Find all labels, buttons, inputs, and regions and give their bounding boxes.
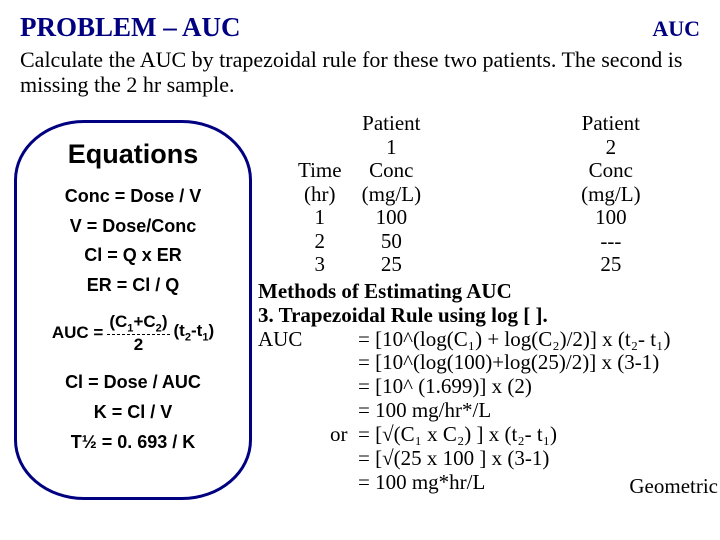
- cell-t: 1: [288, 206, 352, 230]
- p2-head-c: Conc: [571, 159, 650, 183]
- rule-line: 3. Trapezoidal Rule using log [ ].: [258, 304, 718, 328]
- eq-line: K = Cl / V: [23, 402, 243, 423]
- p2-head-a: Patient: [571, 112, 650, 136]
- table-row: 1 100 100: [288, 206, 651, 230]
- auc-suf-b: -t: [191, 321, 202, 340]
- w-eq: = [√(25 x 100 ] x (3-1): [358, 447, 549, 471]
- w-eq: = [10^(log(100)+log(25)/2)] x (3-1): [358, 351, 659, 375]
- time-head-a: Time: [288, 159, 352, 183]
- auc-suf-c: ): [208, 321, 214, 340]
- p1-head-d: (mg/L): [352, 183, 431, 207]
- cell-c2: 25: [571, 253, 650, 277]
- table-row: 2 50 ---: [288, 230, 651, 254]
- auc-num-b: +C: [133, 312, 155, 331]
- eq-line: Conc = Dose / V: [23, 186, 243, 207]
- eq-line: V = Dose/Conc: [23, 216, 243, 237]
- cell-c2: ---: [571, 230, 650, 254]
- data-table: Patient Patient 1 2 Time Conc Conc (hr) …: [288, 112, 651, 277]
- worked-lines: AUC = [10^(log(C₁) + log(C₂)/2)] x (t₂- t…: [258, 328, 718, 496]
- auc-den: 2: [134, 335, 143, 353]
- eq-line: Cl = Dose / AUC: [23, 372, 243, 393]
- p2-head-d: (mg/L): [571, 183, 650, 207]
- methods-heading: Methods of Estimating AUC: [258, 279, 718, 304]
- p2-head-b: 2: [571, 136, 650, 160]
- cell-c1: 100: [352, 206, 431, 230]
- eq-line: Cl = Q x ER: [23, 245, 243, 266]
- w-eq: = [10^(log(C₁) + log(C₂)/2)] x (t₂- t₁): [358, 328, 670, 352]
- w-lhs: AUC: [258, 328, 330, 352]
- table-row: 3 25 25: [288, 253, 651, 277]
- p1-head-a: Patient: [352, 112, 431, 136]
- w-eq: = 100 mg*hr/L: [358, 471, 485, 495]
- auc-num-c: ): [162, 312, 168, 331]
- cell-t: 3: [288, 253, 352, 277]
- eq-line: T½ = 0. 693 / K: [23, 432, 243, 453]
- equations-title: Equations: [23, 139, 243, 170]
- corner-label: AUC: [652, 16, 700, 42]
- auc-suf-a: (t: [174, 321, 185, 340]
- content-right: Patient Patient 1 2 Time Conc Conc (hr) …: [258, 112, 718, 495]
- p1-head-c: Conc: [352, 159, 431, 183]
- geometric-label: Geometric: [629, 475, 718, 499]
- auc-prefix: AUC =: [52, 323, 103, 343]
- eq-line: ER = Cl / Q: [23, 275, 243, 296]
- eq-auc: AUC = (C1+C2) 2 (t2-t1): [52, 313, 214, 353]
- slide-title: PROBLEM – AUC: [20, 12, 241, 43]
- auc-num-a: (C: [109, 312, 127, 331]
- w-eq: = 100 mg/hr*/L: [358, 399, 491, 423]
- cell-c1: 25: [352, 253, 431, 277]
- problem-prompt: Calculate the AUC by trapezoidal rule fo…: [20, 47, 700, 98]
- equations-panel: Equations Conc = Dose / V V = Dose/Conc …: [14, 120, 252, 500]
- p1-head-b: 1: [352, 136, 431, 160]
- w-or: or: [330, 423, 358, 447]
- cell-t: 2: [288, 230, 352, 254]
- w-eq: = [√(C₁ x C₂) ] x (t₂- t₁): [358, 423, 557, 447]
- cell-c2: 100: [571, 206, 650, 230]
- cell-c1: 50: [352, 230, 431, 254]
- w-eq: = [10^ (1.699)] x (2): [358, 375, 532, 399]
- time-head-b: (hr): [288, 183, 352, 207]
